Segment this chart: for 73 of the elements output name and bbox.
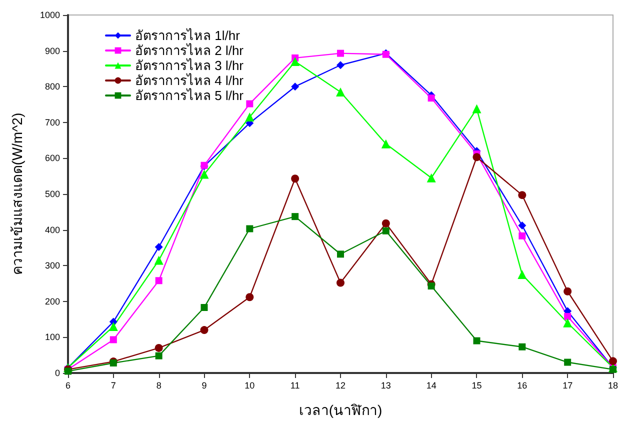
x-tick-label: 15	[472, 380, 482, 390]
x-tick-label: 18	[608, 380, 618, 390]
y-tick-label: 800	[44, 82, 60, 92]
point	[382, 219, 390, 228]
x-tick-label: 17	[562, 380, 573, 390]
point	[336, 61, 344, 70]
point	[564, 287, 572, 296]
point	[110, 336, 117, 344]
point	[291, 174, 300, 183]
x-tick-label: 6	[65, 380, 71, 390]
point	[200, 304, 208, 311]
y-tick-label: 0	[54, 368, 60, 378]
legend-label: อัตราการไหล 5 l/hr	[135, 88, 244, 103]
point	[290, 57, 300, 66]
y-tick-label: 1000	[40, 10, 60, 20]
point	[200, 326, 208, 334]
point	[154, 344, 163, 352]
point	[564, 312, 572, 320]
point	[246, 293, 254, 302]
y-tick-label: 200	[44, 296, 60, 306]
x-tick-label: 12	[335, 380, 346, 390]
point	[472, 153, 481, 162]
x-tick-label: 13	[380, 380, 391, 390]
point	[428, 94, 435, 102]
point	[246, 225, 254, 232]
point	[518, 222, 526, 230]
point	[381, 139, 390, 148]
y-tick-label: 500	[44, 189, 60, 199]
legend-label: อัตราการไหล 1l/hr	[135, 28, 241, 43]
y-tick-label: 300	[44, 260, 60, 271]
point	[200, 170, 209, 179]
point	[563, 318, 572, 328]
point	[518, 232, 526, 240]
y-tick-label: 100	[44, 332, 60, 342]
point	[245, 112, 254, 122]
y-tick-label: 900	[44, 46, 60, 56]
x-axis-title: เวลา(นาฬิกา)	[298, 402, 382, 418]
point	[382, 227, 390, 234]
x-tick-label: 16	[517, 380, 528, 390]
legend-label: อัตราการไหล 4 l/hr	[135, 73, 244, 88]
point	[154, 256, 164, 265]
point	[336, 278, 344, 287]
point	[428, 282, 435, 290]
point	[155, 277, 162, 284]
point	[518, 343, 526, 350]
point	[292, 213, 299, 220]
point	[336, 250, 344, 258]
y-tick-label: 400	[44, 224, 60, 235]
point	[472, 104, 482, 114]
x-tick-label: 7	[110, 380, 116, 390]
point	[518, 191, 526, 200]
point	[291, 82, 300, 91]
legend-label: อัตราการไหล 3 l/hr	[135, 58, 244, 73]
x-tick-label: 11	[290, 380, 300, 390]
legend-label: อัตราการไหล 2 l/hr	[135, 43, 244, 58]
point	[336, 87, 345, 96]
point	[426, 173, 436, 182]
y-tick-label: 700	[44, 117, 60, 128]
point	[609, 357, 617, 366]
point	[518, 270, 527, 280]
point	[154, 242, 163, 251]
point	[336, 50, 344, 57]
point	[564, 358, 572, 366]
x-tick-label: 9	[202, 380, 207, 390]
y-axis-title: ความเข้มแสงแดด(W/m^2)	[9, 112, 25, 276]
x-tick-label: 14	[426, 380, 436, 390]
x-tick-label: 10	[244, 380, 255, 390]
x-tick-label: 8	[156, 380, 162, 390]
point	[108, 322, 118, 331]
point	[246, 100, 254, 108]
point	[473, 337, 480, 344]
y-tick-label: 600	[44, 153, 60, 164]
point	[155, 352, 162, 360]
